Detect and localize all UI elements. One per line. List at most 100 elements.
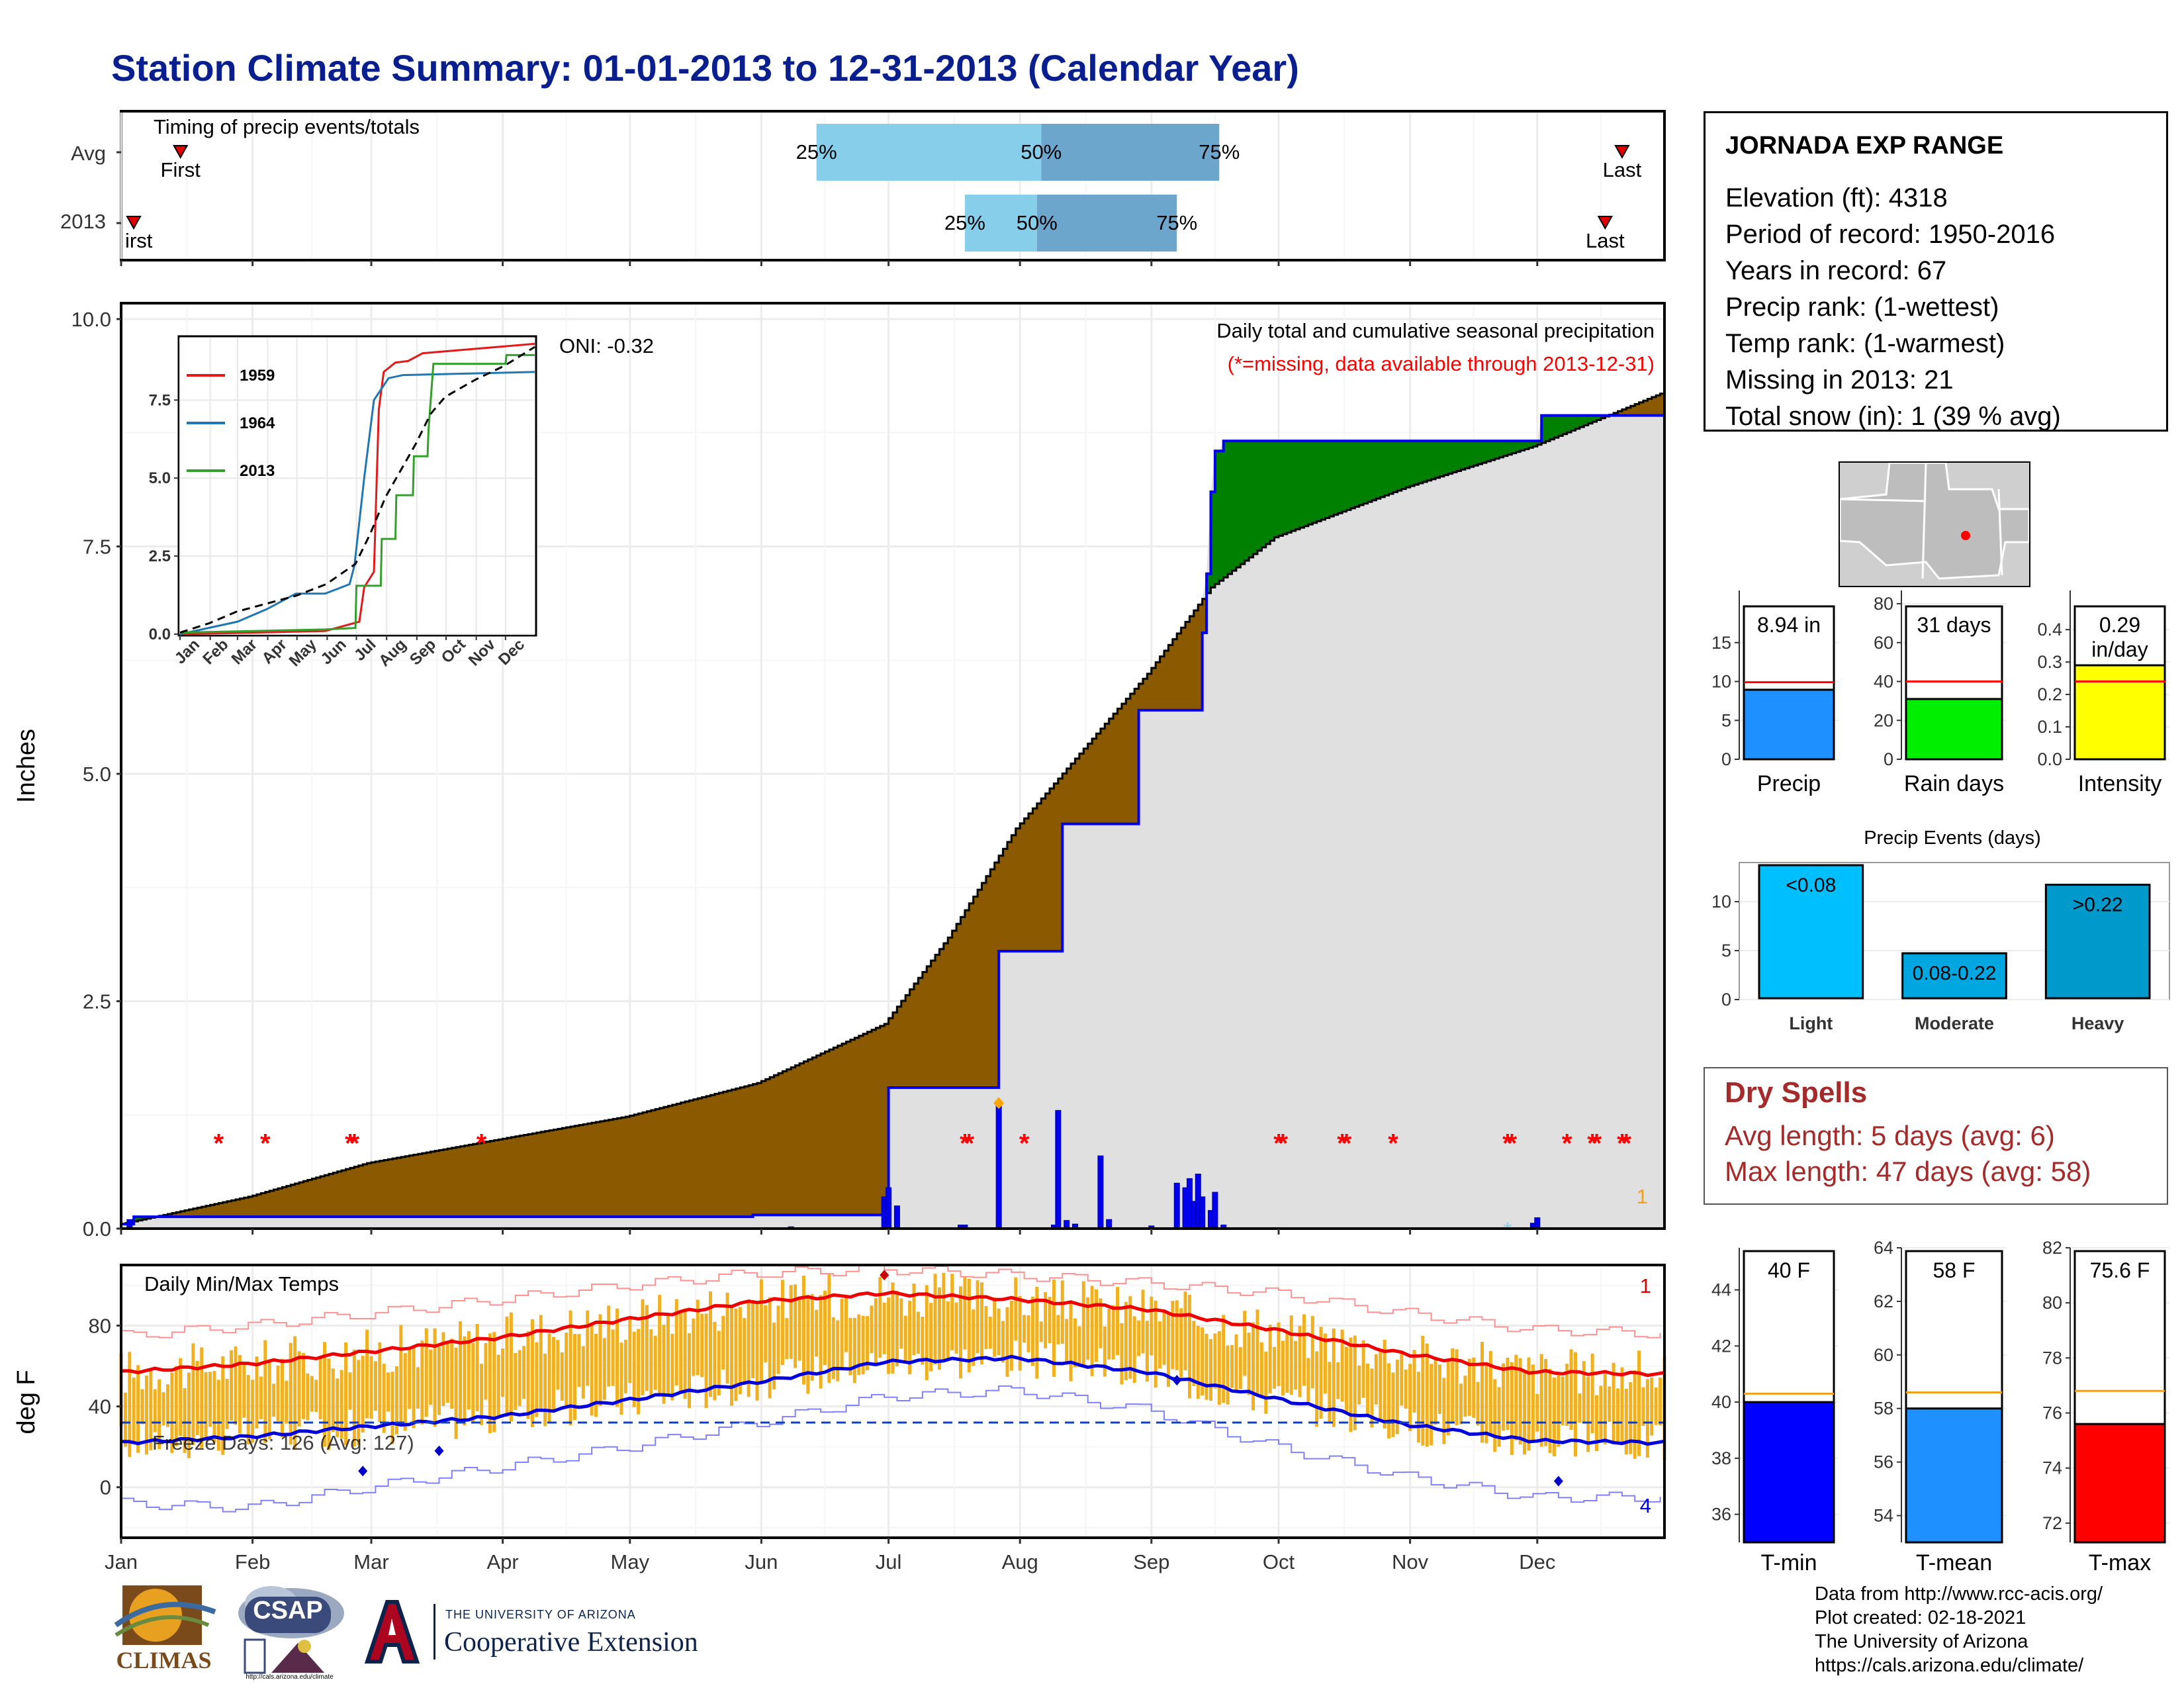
record-max-line <box>121 1264 1661 1338</box>
tmean-ytick-label: 80 <box>2042 1293 2062 1313</box>
tmean-ytick-label: 58 <box>1874 1399 1893 1419</box>
temp-frame <box>120 1264 1666 1539</box>
inset-line-average <box>179 346 535 634</box>
temp-extreme-marker <box>434 1445 444 1456</box>
missing-day-marker: * <box>1592 1129 1602 1158</box>
month-tick-label: Aug <box>1002 1550 1038 1573</box>
station-location-marker <box>1961 531 1970 540</box>
temp-title: Daily Min/Max Temps <box>144 1272 339 1295</box>
station-snow: Total snow (in): 1 (39 % avg) <box>1725 402 2061 431</box>
ua-bottom-text: Cooperative Extension <box>444 1627 698 1658</box>
annual-value-label: 8.94 in <box>1757 613 1821 637</box>
missing-day-marker: * <box>1617 1129 1627 1158</box>
temp-ytick-label: 80 <box>89 1315 111 1338</box>
station-period: Period of record: 1950-2016 <box>1725 220 2056 249</box>
precip-frame <box>120 302 1666 1230</box>
timing-pct-25: 25% <box>944 211 985 234</box>
daily-precip-bar <box>886 1187 892 1229</box>
dry-spells-title: Dry Spells <box>1725 1076 1868 1109</box>
page-title: Station Climate Summary: 01-01-2013 to 1… <box>111 47 1299 89</box>
precip-ytick-label: 2.5 <box>83 990 111 1013</box>
missing-day-marker: * <box>1587 1129 1598 1158</box>
tmean-ytick-label: 76 <box>2042 1403 2062 1423</box>
credits: Data from http://www.rcc-acis.org/ Plot … <box>1815 1582 2103 1677</box>
events-bar-label: <0.08 <box>1786 874 1836 896</box>
annual-value-label: 31 days <box>1917 613 1991 637</box>
temp-y-axis-label: deg F <box>13 1370 40 1434</box>
timing-panel: 25% 50% 75% 25% 50% 75% First Last irst Last Timi… <box>60 110 1666 266</box>
annual-ytick-label: 0 <box>1884 749 1893 769</box>
missing-day-marker: * <box>345 1129 355 1158</box>
precip-events-title: Precip Events (days) <box>1864 827 2041 849</box>
csap-wordmark: CSAP <box>253 1597 323 1624</box>
events-bar-light <box>1758 864 1864 1000</box>
temp-extreme-marker <box>358 1466 368 1477</box>
precip-background-area <box>121 391 1664 1229</box>
timing-last-marker-2013 <box>1597 216 1614 230</box>
tmean-ytick-label: 56 <box>1874 1452 1893 1472</box>
annual-ytick-label: 40 <box>1874 672 1893 692</box>
missing-day-marker: * <box>1278 1129 1289 1158</box>
events-category-label: Moderate <box>1915 1013 1994 1033</box>
station-elevation: Elevation (ft): 4318 <box>1725 183 1948 212</box>
month-tick-label: Oct <box>1263 1550 1295 1573</box>
inset-legend-label: 1964 <box>240 414 275 432</box>
station-temp-rank: Temp rank: (1-warmest) <box>1725 329 2005 358</box>
tmean-ytick-label: 36 <box>1711 1505 1731 1524</box>
timing-bar-25-50 <box>816 124 1042 181</box>
station-precip-rank: Precip rank: (1-wettest) <box>1725 293 1999 322</box>
tmean-ytick-label: 82 <box>2042 1238 2062 1258</box>
timing-pct-25: 25% <box>796 140 837 164</box>
daily-precip-bar <box>1199 1196 1206 1229</box>
snow-marker: * <box>1503 1218 1512 1243</box>
events-bar-heavy <box>2044 884 2151 1000</box>
missing-day-marker: * <box>960 1129 970 1158</box>
tmean-ytick-label: 60 <box>1874 1345 1893 1365</box>
missing-day-marker: * <box>1342 1129 1352 1158</box>
tmean-ytick-label: 78 <box>2042 1348 2062 1368</box>
month-tick-label: Jan <box>105 1550 138 1573</box>
timing-first-marker-2013 <box>126 216 142 230</box>
annual-ytick-label: 10 <box>1711 672 1731 692</box>
tmean-ytick-label: 62 <box>1874 1291 1893 1311</box>
missing-day-marker: * <box>349 1129 360 1158</box>
month-tick-label: Jun <box>745 1550 778 1573</box>
annual-ytick-label: 0.0 <box>2037 749 2062 769</box>
precip-ytick-label: 10.0 <box>71 308 111 331</box>
missing-day-marker: * <box>477 1129 487 1158</box>
tmean-ytick-label: 40 <box>1711 1392 1731 1412</box>
annual-ytick-label: 15 <box>1711 633 1731 653</box>
timing-bar-50-75 <box>1041 124 1220 181</box>
tmean-ytick-label: 38 <box>1711 1448 1731 1468</box>
annual-value-label: 0.29 <box>2099 613 2140 637</box>
temp-ytick-label: 40 <box>89 1395 111 1419</box>
inset-ytick-label: 2.5 <box>149 547 171 565</box>
events-category-label: Light <box>1789 1013 1833 1033</box>
missing-day-marker: * <box>1621 1129 1632 1158</box>
timing-last-label-avg: Last <box>1603 158 1642 181</box>
precip-corner-count: 1 <box>1637 1185 1648 1208</box>
station-missing: Missing in 2013: 21 <box>1725 365 1954 395</box>
tmean-category-label: T-max <box>2089 1550 2151 1575</box>
annual-ytick-label: 0.1 <box>2037 717 2062 737</box>
events-category-label: Heavy <box>2071 1013 2124 1033</box>
precip-ytick-label: 7.5 <box>83 536 111 559</box>
ua-logo: THE UNIVERSITY OF ARIZONA Cooperative Ex… <box>361 1599 745 1671</box>
tmean-bar-t-mean <box>1905 1407 2003 1544</box>
record-min-line <box>121 1385 1661 1513</box>
tmean-category-label: T-min <box>1761 1550 1817 1575</box>
precip-ytick-label: 0.0 <box>83 1217 111 1241</box>
station-info-box: JORNADA EXP RANGE Elevation (ft): 4318 P… <box>1704 111 2168 432</box>
annual-ytick-label: 80 <box>1874 594 1893 614</box>
missing-day-marker: * <box>964 1129 975 1158</box>
tmean-ytick-label: 64 <box>1874 1238 1893 1258</box>
missing-day-marker: * <box>1502 1129 1513 1158</box>
timing-label: Timing of precip events/totals <box>154 115 420 138</box>
annual-category-label: Precip <box>1757 771 1821 796</box>
timing-row-2013: 2013 <box>60 210 106 233</box>
annual-ytick-label: 20 <box>1874 710 1893 730</box>
missing-note: (*=missing, data available through 2013-… <box>1228 352 1655 375</box>
missing-day-marker: * <box>1019 1129 1030 1158</box>
daily-precip-bar <box>1055 1109 1062 1229</box>
timing-pct-75: 75% <box>1199 140 1240 164</box>
